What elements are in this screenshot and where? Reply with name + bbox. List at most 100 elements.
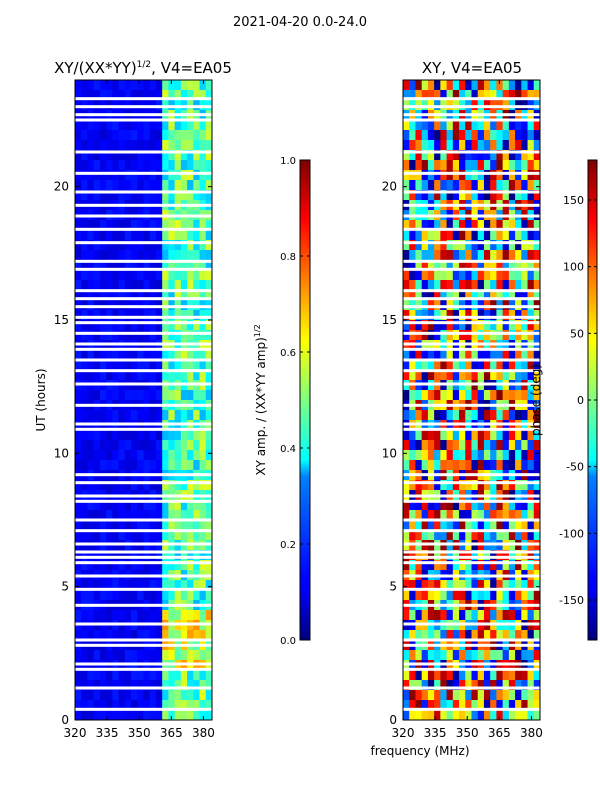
heatmap-cell [533,680,541,691]
heatmap-cell [508,700,516,711]
heatmap-cell [490,370,497,381]
heatmap-cell [93,250,101,261]
heatmap-cell [533,330,541,341]
heatmap-cell [477,170,485,181]
heatmap-cell [106,360,113,371]
heatmap-cell [155,90,163,101]
heatmap-cell [124,80,132,91]
heatmap-cell [409,480,416,491]
heatmap-cell [118,550,126,561]
heatmap-cell [187,250,194,261]
heatmap-cell [174,250,182,261]
heatmap-cell [81,590,88,601]
heatmap-cell [471,710,479,721]
heatmap-cell [415,520,423,531]
heatmap-cell [143,560,151,571]
heatmap-cell [205,550,213,561]
heatmap-cell [521,220,528,231]
heatmap-cell [459,610,466,621]
heatmap-cell [162,120,169,131]
heatmap-cell [81,310,88,321]
heatmap-cell [533,360,541,371]
heatmap-cell [434,270,441,281]
heatmap-cell [440,180,447,191]
heatmap-cell [137,670,144,681]
heatmap-cell [93,240,101,251]
y-tick-label: 20 [382,180,397,194]
heatmap-cell [477,290,485,301]
flagged-row [75,358,212,362]
heatmap-cell [93,510,101,521]
flagged-row [75,555,212,559]
heatmap-cell [137,480,144,491]
heatmap-cell [477,130,485,141]
heatmap-cell [174,480,182,491]
heatmap-cell [193,80,200,91]
heatmap-cell [155,520,163,531]
heatmap-cell [180,370,188,381]
flagged-row [75,473,212,477]
heatmap-cell [106,560,113,571]
heatmap-cell [409,90,416,101]
heatmap-cell [118,220,126,231]
heatmap-cell [409,260,416,271]
heatmap-cell [533,130,541,141]
heatmap-cell [452,550,460,561]
heatmap-cell [490,610,497,621]
heatmap-cell [149,150,157,161]
heatmap-cell [508,550,516,561]
heatmap-cell [131,610,138,621]
heatmap-cell [180,170,188,181]
heatmap-cell [421,230,429,241]
heatmap-cell [205,430,213,441]
flagged-row [75,118,212,122]
heatmap-cell [502,390,510,401]
heatmap-cell [527,450,535,461]
y-tick-label: 5 [389,580,397,594]
heatmap-cell [174,280,182,291]
heatmap-cell [434,440,441,451]
amplitude-colorbar-ticks: 0.00.20.40.60.81.0 [280,156,310,647]
heatmap-cell [149,590,157,601]
heatmap-cell [471,650,479,661]
heatmap-cell [452,150,460,161]
heatmap-cell [471,160,479,171]
heatmap-cell [403,390,410,401]
heatmap-cell [502,170,510,181]
heatmap-cell [421,250,429,261]
heatmap-cell [490,520,497,531]
heatmap-cell [99,650,107,661]
heatmap-cell [81,270,88,281]
heatmap-cell [502,520,510,531]
heatmap-cell [180,260,188,271]
heatmap-cell [75,120,82,131]
heatmap-cell [490,290,497,301]
heatmap-cell [187,220,194,231]
heatmap-cell [75,530,82,541]
heatmap-cell [149,430,157,441]
heatmap-cell [515,220,522,231]
heatmap-cell [99,440,107,451]
heatmap-cell [87,610,95,621]
heatmap-cell [403,120,410,131]
heatmap-cell [155,120,163,131]
heatmap-cell [465,680,472,691]
heatmap-cell [162,500,169,511]
heatmap-cell [459,360,466,371]
heatmap-cell [149,120,157,131]
heatmap-cell [508,350,516,361]
heatmap-cell [149,580,157,591]
heatmap-cell [137,80,144,91]
heatmap-cell [87,480,95,491]
heatmap-cell [131,220,138,231]
heatmap-cell [99,150,107,161]
heatmap-cell [409,250,416,261]
heatmap-cell [75,370,82,381]
heatmap-cell [81,390,88,401]
heatmap-cell [75,280,82,291]
heatmap-cell [137,350,144,361]
heatmap-cell [446,650,454,661]
heatmap-cell [131,80,138,91]
heatmap-cell [180,280,188,291]
heatmap-cell [533,480,541,491]
